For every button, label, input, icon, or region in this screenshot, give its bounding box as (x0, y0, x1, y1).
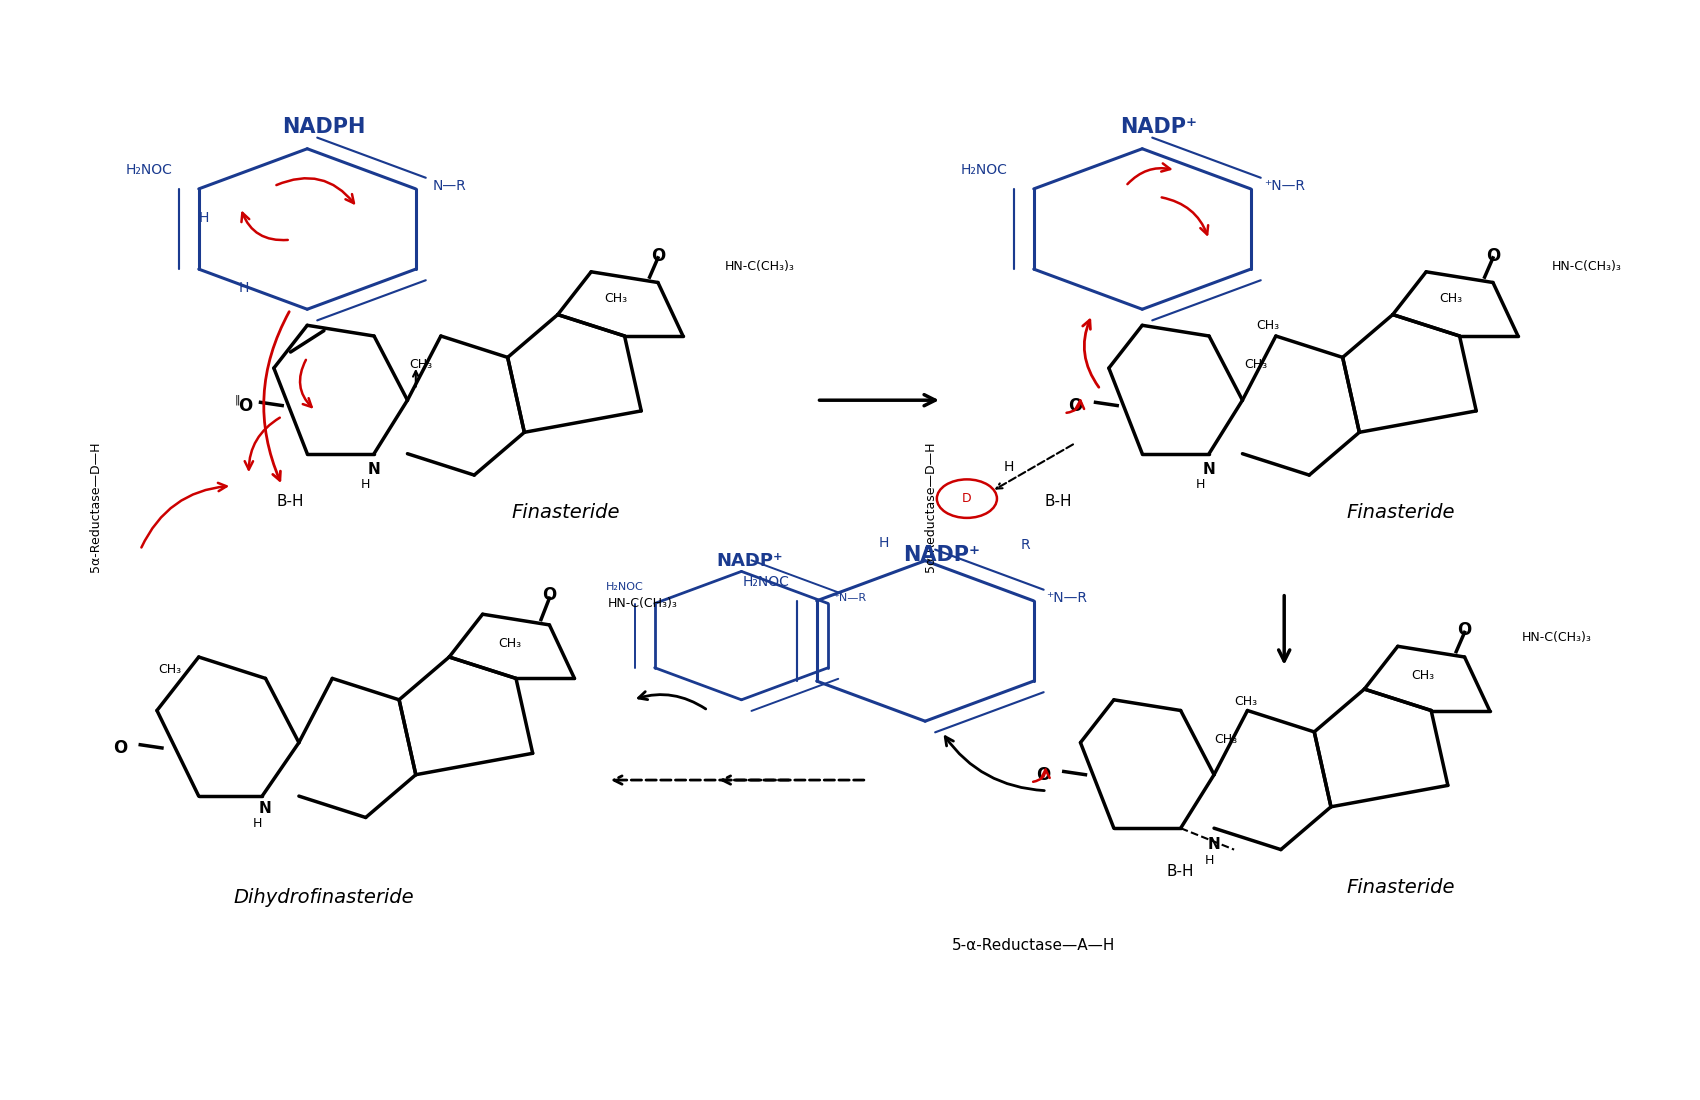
Text: O: O (238, 396, 253, 415)
Text: 5-α-Reductase—A—H: 5-α-Reductase—A—H (952, 938, 1115, 954)
Text: N: N (1207, 837, 1221, 851)
Text: N: N (367, 462, 381, 477)
Text: H₂NOC: H₂NOC (605, 583, 643, 593)
Text: NADPH: NADPH (282, 118, 366, 138)
Text: B-H: B-H (277, 494, 304, 509)
Text: R: R (1020, 538, 1030, 552)
Text: ‖: ‖ (235, 395, 240, 406)
Text: O: O (114, 739, 128, 757)
Text: O: O (651, 246, 665, 265)
Text: B-H: B-H (1166, 864, 1195, 879)
Text: N: N (258, 802, 272, 816)
Text: HN-C(CH₃)₃: HN-C(CH₃)₃ (724, 260, 794, 273)
Text: N—R: N—R (432, 179, 466, 194)
Text: CH₃: CH₃ (1440, 293, 1462, 305)
Text: O: O (1068, 396, 1083, 415)
Text: D: D (962, 492, 972, 505)
Text: CH₃: CH₃ (1411, 669, 1435, 682)
Text: HN-C(CH₃)₃: HN-C(CH₃)₃ (609, 597, 678, 611)
Text: H: H (1204, 854, 1214, 867)
Text: NADP⁺: NADP⁺ (716, 552, 784, 570)
Text: ⁺N—R: ⁺N—R (1047, 591, 1088, 605)
Text: Dihydrofinasteride: Dihydrofinasteride (233, 889, 415, 908)
Text: CH₃: CH₃ (1244, 359, 1268, 372)
Text: O: O (1486, 246, 1499, 265)
Text: B-H: B-H (1046, 494, 1073, 509)
Text: H₂NOC: H₂NOC (126, 163, 172, 177)
Text: H: H (199, 211, 209, 226)
Text: Finasteride: Finasteride (1346, 503, 1455, 522)
Text: HN-C(CH₃)₃: HN-C(CH₃)₃ (1552, 260, 1622, 273)
Text: H: H (238, 280, 248, 295)
Text: NADP⁺: NADP⁺ (903, 546, 981, 565)
Text: CH₃: CH₃ (158, 663, 182, 676)
Text: H: H (360, 478, 371, 492)
Text: NADP⁺: NADP⁺ (1120, 118, 1197, 138)
Text: CH₃: CH₃ (498, 637, 520, 650)
Text: 5α-Reductase—D—H: 5α-Reductase—D—H (88, 442, 102, 572)
Text: CH₃: CH₃ (1234, 695, 1258, 708)
Text: Finasteride: Finasteride (1346, 878, 1455, 896)
Text: Finasteride: Finasteride (512, 503, 620, 522)
Text: O: O (1037, 766, 1051, 783)
Text: CH₃: CH₃ (410, 359, 432, 372)
Text: HN-C(CH₃)₃: HN-C(CH₃)₃ (1522, 631, 1591, 645)
Text: CH₃: CH₃ (1256, 319, 1278, 332)
Text: O: O (1457, 621, 1472, 639)
Text: H: H (879, 536, 889, 550)
Text: ⁺N—R: ⁺N—R (833, 593, 867, 603)
Text: H₂NOC: H₂NOC (960, 163, 1006, 177)
Text: H: H (253, 817, 262, 830)
Text: 5α-Reductase—D—H: 5α-Reductase—D—H (923, 442, 937, 572)
Text: ⁺N—R: ⁺N—R (1263, 179, 1304, 194)
Text: CH₃: CH₃ (1214, 733, 1238, 746)
Text: H: H (1003, 460, 1013, 473)
Text: CH₃: CH₃ (605, 293, 627, 305)
Text: O: O (542, 586, 556, 604)
Text: H₂NOC: H₂NOC (743, 575, 790, 590)
Text: H: H (1197, 478, 1205, 492)
Text: N: N (1202, 462, 1215, 477)
